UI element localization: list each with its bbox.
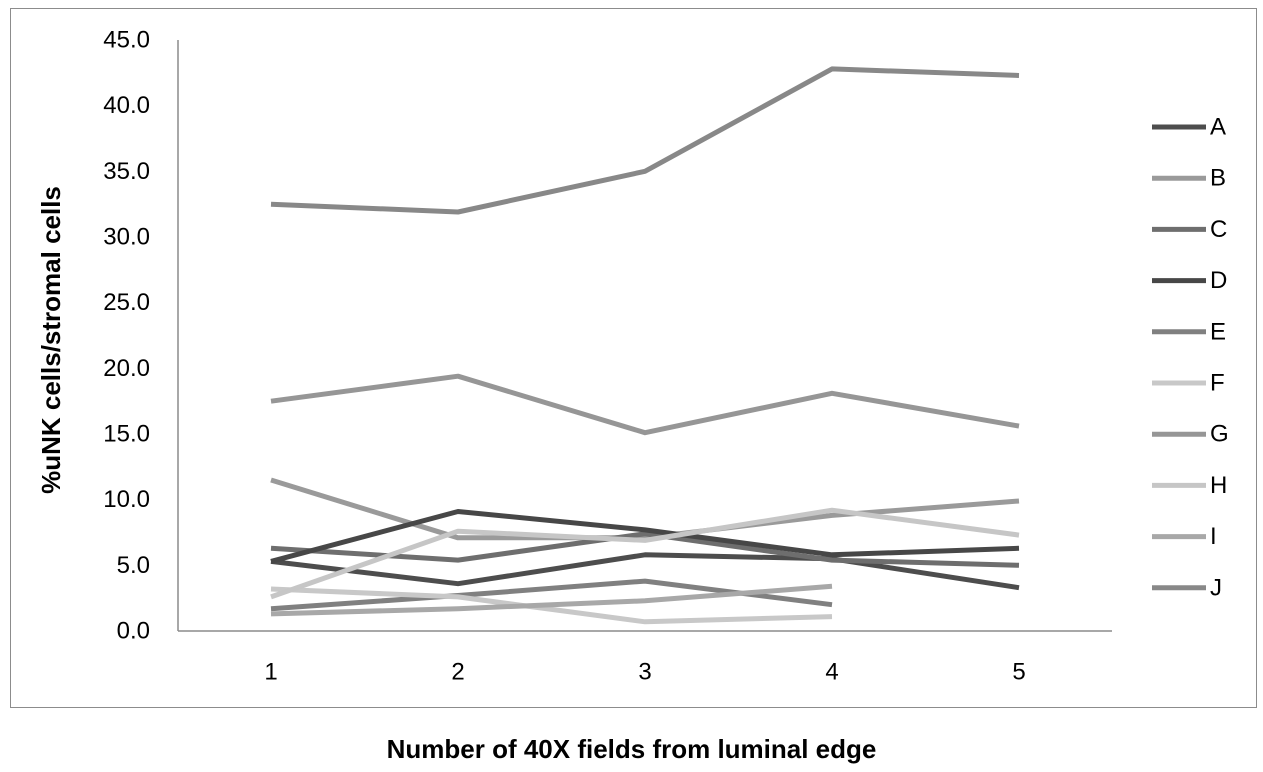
series-line-f [270,586,833,625]
x-tick-label: 2 [451,659,464,686]
chart-frame [10,8,1257,708]
y-tick-label: 40.0 [103,92,150,119]
x-tick-labels: 1 2 3 4 5 [264,659,1025,686]
y-tick-label: 5.0 [117,552,150,579]
y-tick-label: 45.0 [103,27,150,54]
legend-label-e: E [1210,318,1226,345]
x-axis-title: Number of 40X fields from luminal edge [386,734,877,764]
series-lines [270,66,1020,625]
series-line-j [270,66,1020,215]
legend-label-g: G [1210,421,1229,448]
series-line-a [270,552,1020,591]
x-tick-label: 5 [1012,659,1025,686]
y-tick-label: 15.0 [103,421,150,448]
series-line-d [270,509,1020,564]
series-line-b [270,477,1020,541]
y-tick-label: 20.0 [103,355,150,382]
series-line-g [270,373,1020,436]
series-line-c [270,531,1020,568]
axes [177,40,1112,632]
x-tick-label: 1 [264,659,277,686]
y-tick-label: 30.0 [103,224,150,251]
y-tick-label: 10.0 [103,486,150,513]
legend-label-f: F [1210,370,1225,397]
series-line-h [270,507,1020,600]
y-tick-label: 25.0 [103,289,150,316]
y-axis-title: %uNK cells/stromal cells [36,186,66,494]
legend-label-i: I [1210,523,1217,550]
legend-label-c: C [1210,216,1227,243]
legend-label-j: J [1210,574,1222,601]
series-line-i [270,583,833,617]
y-tick-label: 35.0 [103,158,150,185]
x-tick-label: 4 [825,659,838,686]
legend-label-a: A [1210,114,1226,141]
y-tick-label: 0.0 [117,618,150,645]
legend-label-b: B [1210,165,1226,192]
y-tick-labels: 0.0 5.0 10.0 15.0 20.0 25.0 30.0 35.0 40.0 45.0 [103,27,150,645]
legend-label-d: D [1210,267,1227,294]
x-tick-label: 3 [638,659,651,686]
legend-label-h: H [1210,472,1227,499]
